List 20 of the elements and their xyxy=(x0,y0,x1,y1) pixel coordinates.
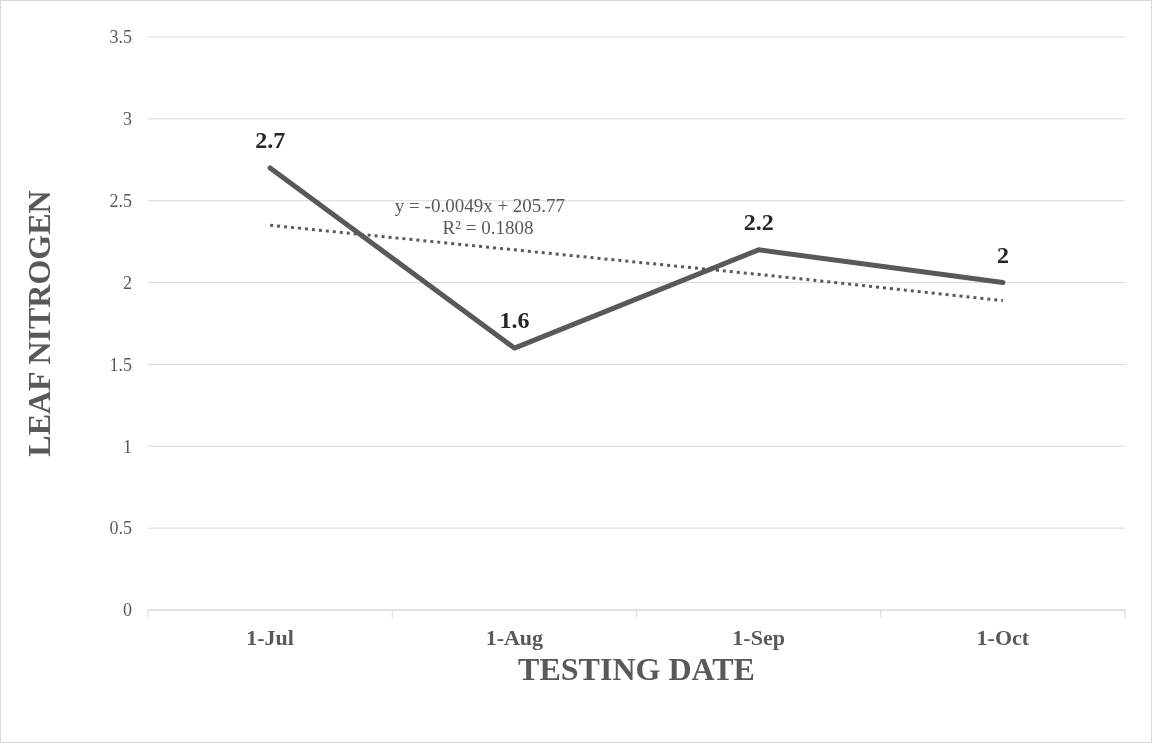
y-tick-label: 1 xyxy=(123,436,132,457)
y-tick-label: 2 xyxy=(123,272,132,293)
x-tick-label: 1-Aug xyxy=(485,625,544,650)
x-tick-label: 1-Sep xyxy=(732,625,785,650)
y-tick-label: 3.5 xyxy=(109,27,132,48)
y-axis-title: LEAF NITROGEN xyxy=(21,190,57,457)
x-axis-title: TESTING DATE xyxy=(518,651,755,687)
data-label: 1.6 xyxy=(499,307,530,334)
y-tick-label: 3 xyxy=(123,109,132,130)
annotation: y = -0.0049x + 205.77 xyxy=(394,195,566,216)
x-tick-label: 1-Jul xyxy=(246,625,294,650)
y-tick-label: 1.5 xyxy=(109,354,132,375)
data-label: 2 xyxy=(996,241,1009,268)
x-tick-label: 1-Oct xyxy=(976,625,1030,650)
data-label: 2.7 xyxy=(255,126,286,153)
y-tick-label: 0.5 xyxy=(109,518,132,539)
annotation: R² = 0.1808 xyxy=(442,217,534,238)
y-tick-label: 0 xyxy=(123,600,132,621)
y-tick-label: 2.5 xyxy=(109,191,132,212)
data-label: 2.2 xyxy=(743,208,774,235)
